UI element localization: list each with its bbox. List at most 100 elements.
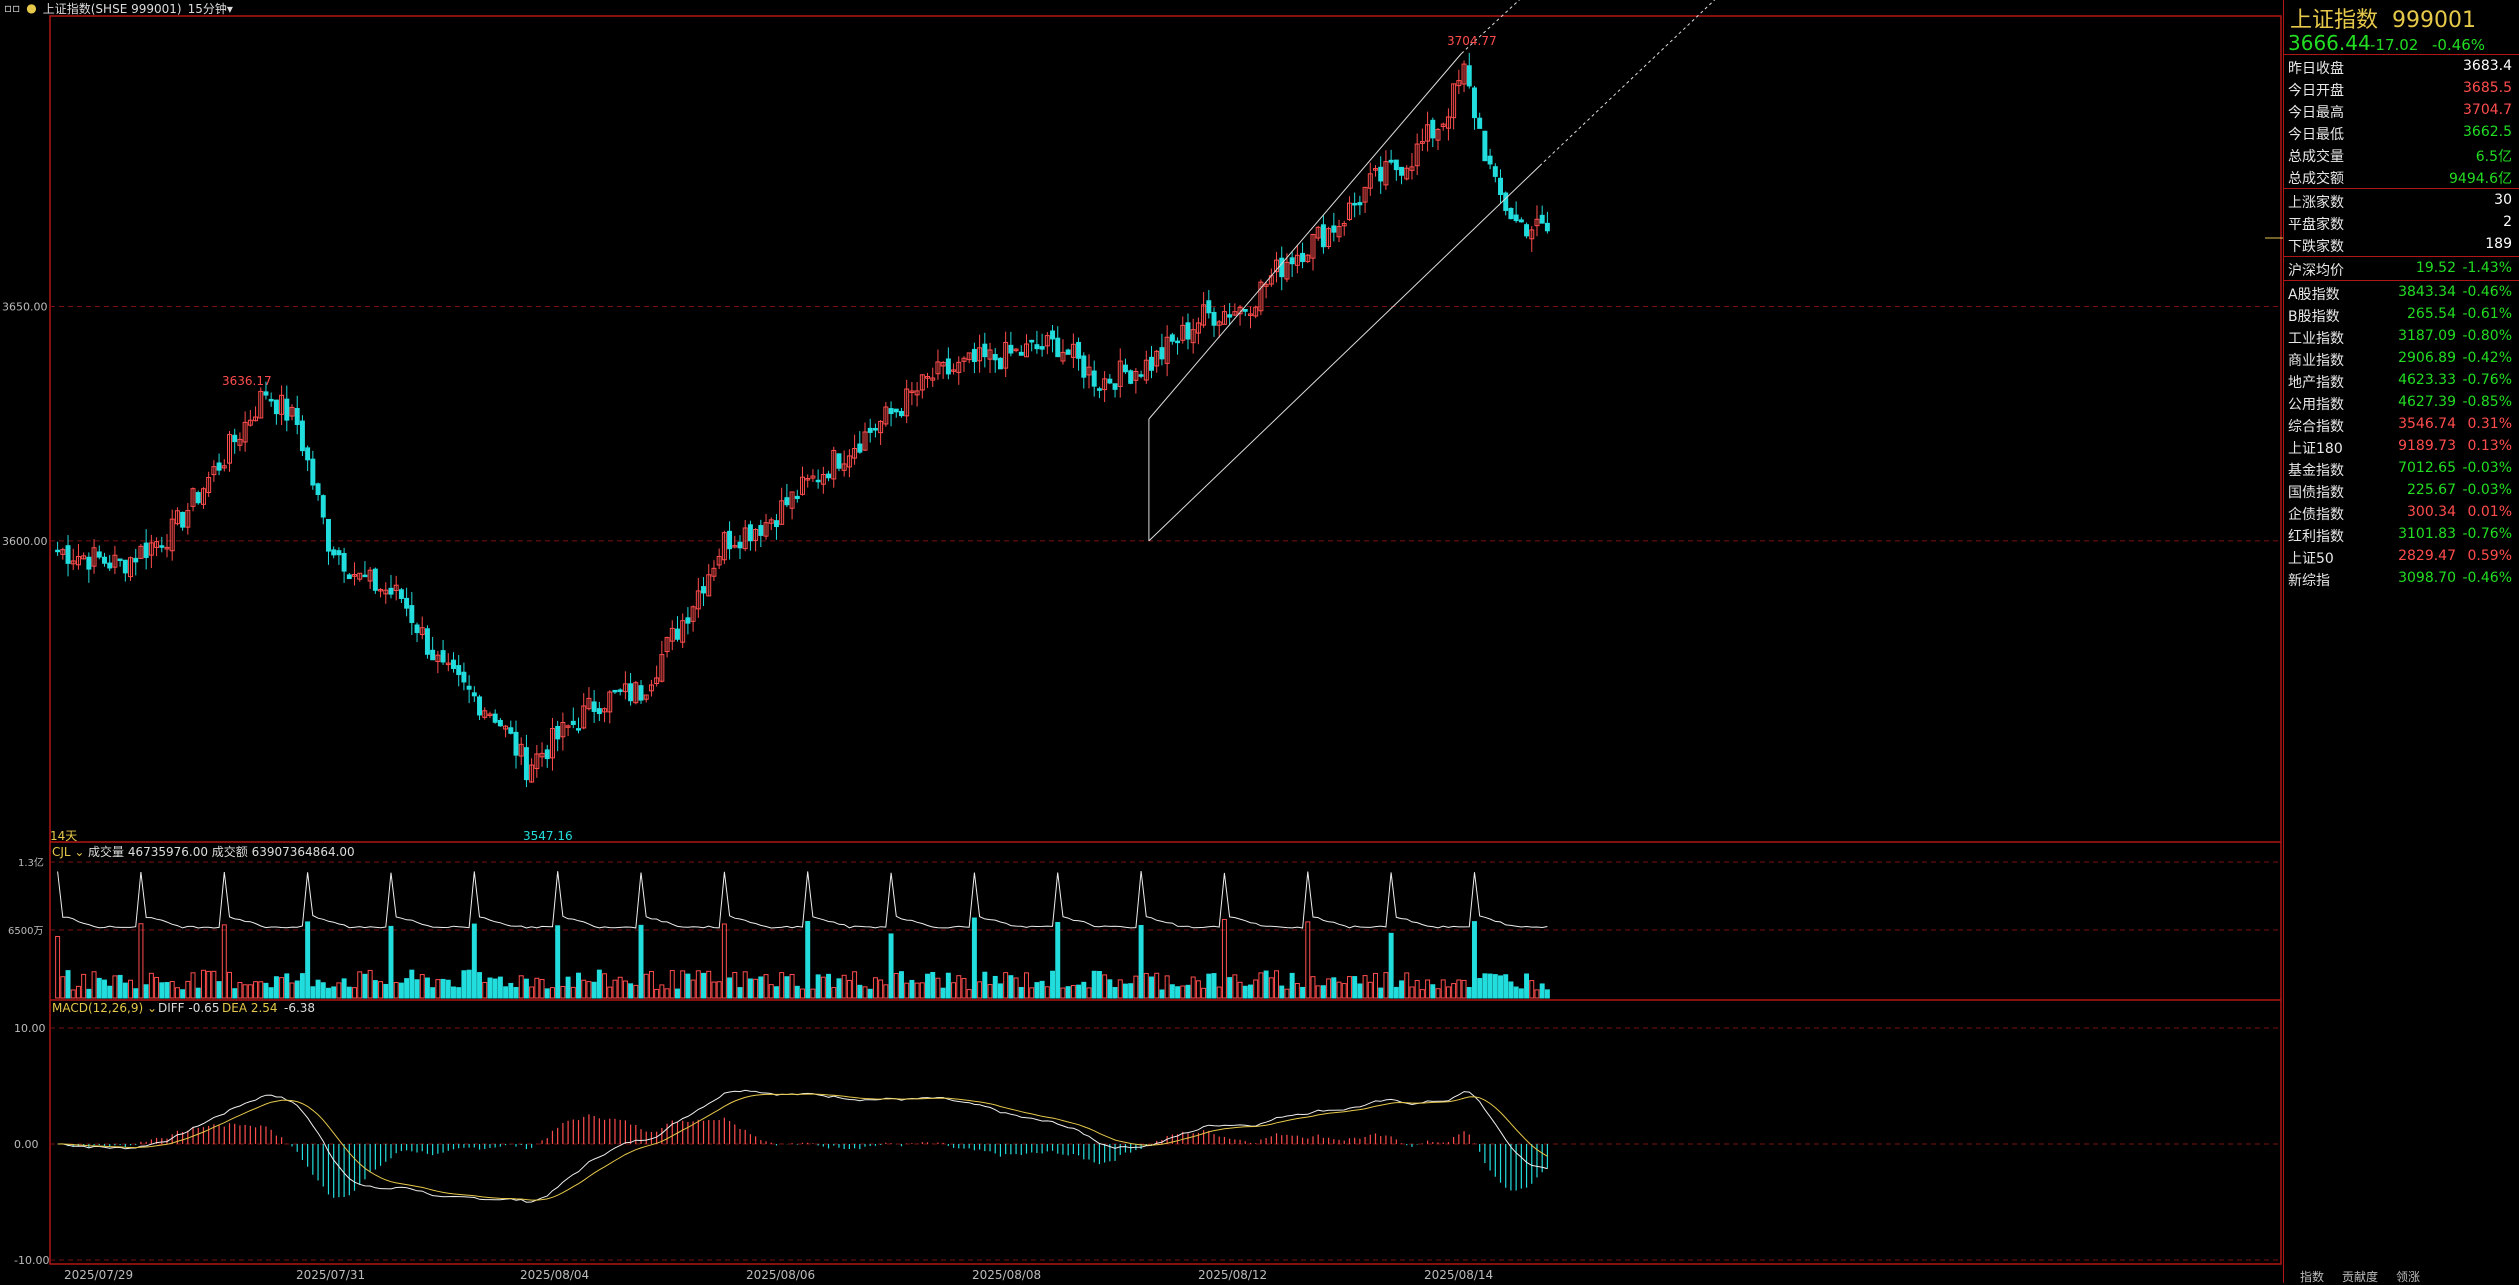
volume-bar <box>1008 975 1014 999</box>
candle-body <box>1539 214 1545 224</box>
candle-body <box>904 388 910 417</box>
volume-bar <box>305 921 311 999</box>
volume-bar <box>701 972 707 999</box>
candle-body <box>1102 378 1108 391</box>
candle-body <box>310 458 316 486</box>
stat-row[interactable]: 总成交量 6.5亿 <box>2288 146 2518 166</box>
row-value: 4627.39 <box>2398 394 2456 410</box>
volume-bar <box>508 982 514 999</box>
volume-bar <box>930 972 936 999</box>
volume-bar <box>1211 973 1217 999</box>
candle-body <box>424 628 430 655</box>
tab-leaders[interactable]: 领涨 <box>2396 1270 2421 1284</box>
candle-body <box>1274 259 1280 273</box>
candle-body <box>180 511 186 528</box>
stat-row[interactable]: 昨日收盘 3683.4 <box>2288 58 2518 78</box>
count-row[interactable]: 上涨家数 30 <box>2288 192 2518 212</box>
candle-body <box>1247 313 1253 316</box>
candle-body <box>596 708 602 715</box>
candle-body <box>768 519 774 524</box>
candle-body <box>1362 186 1368 203</box>
row-label: 基金指数 <box>2288 463 2344 479</box>
volume-bar <box>1440 979 1446 999</box>
volume-bar <box>492 978 498 999</box>
index-row[interactable]: 红利指数 3101.83 -0.76% <box>2288 526 2518 546</box>
volume-bar <box>1195 980 1201 999</box>
tab-contribution[interactable]: 贡献度 <box>2342 1270 2379 1284</box>
candle-body <box>544 749 550 760</box>
volume-bar <box>529 986 535 999</box>
candle-body <box>1414 143 1420 167</box>
index-row[interactable]: 公用指数 4627.39 -0.85% <box>2288 394 2518 414</box>
candle-body <box>1482 130 1488 162</box>
vol-tick-label: 1.3亿 <box>18 856 44 869</box>
tab-index[interactable]: 指数 <box>2300 1270 2325 1284</box>
volume-bar <box>346 986 352 999</box>
volume-bar <box>721 923 727 999</box>
row-label: 工业指数 <box>2288 331 2344 347</box>
window-icons[interactable]: ▫▫ <box>4 1 21 15</box>
x-tick-label: 2025/08/08 <box>972 1268 1041 1282</box>
macd-dea: DEA 2.54 <box>222 1001 278 1015</box>
candle-body <box>1164 336 1170 364</box>
row-value: 225.67 <box>2407 482 2456 498</box>
candle-body <box>482 710 488 718</box>
candle-body <box>706 574 712 597</box>
candle-body <box>1195 322 1201 334</box>
count-row[interactable]: 平盘家数 2 <box>2288 214 2518 234</box>
candle-body <box>445 662 451 666</box>
volume-bar <box>128 979 134 999</box>
index-row[interactable]: 上证180 9189.73 0.13% <box>2288 438 2518 458</box>
volume-bar <box>680 970 686 999</box>
period-selector[interactable]: 15分钟▾ <box>187 1 233 16</box>
row-pct: -0.03% <box>2462 482 2512 498</box>
volume-bar <box>1404 972 1410 999</box>
channel-upper <box>1148 53 1462 420</box>
index-row[interactable]: 上证50 2829.47 0.59% <box>2288 548 2518 568</box>
volume-bar <box>409 969 415 999</box>
volume-bar <box>237 982 243 999</box>
candle-body <box>96 551 102 558</box>
volume-bar <box>1279 985 1285 999</box>
volume-bar <box>1346 976 1352 999</box>
candle-body <box>487 713 493 717</box>
volume-bar <box>419 974 425 999</box>
index-row[interactable]: A股指数 3843.34 -0.46% <box>2288 284 2518 304</box>
candle-body <box>143 542 149 558</box>
index-row[interactable]: 商业指数 2906.89 -0.42% <box>2288 350 2518 370</box>
index-row[interactable]: 基金指数 7012.65 -0.03% <box>2288 460 2518 480</box>
stat-row[interactable]: 总成交额 9494.6亿 <box>2288 168 2518 188</box>
row-label: 今日开盘 <box>2288 83 2344 99</box>
volume-bar <box>878 979 884 999</box>
channel-lower <box>1148 165 1540 542</box>
candle-body <box>565 725 571 728</box>
volume-bar <box>872 977 878 999</box>
row-value: 7012.65 <box>2398 460 2456 476</box>
index-row[interactable]: B股指数 265.54 -0.61% <box>2288 306 2518 326</box>
index-row[interactable]: 新综指 3098.70 -0.46% <box>2288 570 2518 590</box>
volume-bar <box>299 973 305 999</box>
volume-bar <box>1086 987 1092 999</box>
candle-body <box>1122 364 1128 373</box>
stat-row[interactable]: 今日开盘 3685.5 <box>2288 80 2518 100</box>
stat-row[interactable]: 今日最低 3662.5 <box>2288 124 2518 144</box>
candle-body <box>716 556 722 566</box>
volume-bar <box>945 972 951 999</box>
index-row[interactable]: 地产指数 4623.33 -0.76% <box>2288 372 2518 392</box>
count-row[interactable]: 下跌家数 189 <box>2288 236 2518 256</box>
index-row[interactable]: 企债指数 300.34 0.01% <box>2288 504 2518 524</box>
stat-row[interactable]: 今日最高 3704.7 <box>2288 102 2518 122</box>
candle-body <box>91 547 97 567</box>
index-row[interactable]: 国债指数 225.67 -0.03% <box>2288 482 2518 502</box>
volume-bar <box>982 971 988 999</box>
avg-row[interactable]: 沪深均价 19.52 -1.43% <box>2288 260 2518 280</box>
volume-bar <box>633 984 639 999</box>
volume-bar <box>1216 986 1222 999</box>
volume-bar <box>383 983 389 999</box>
kline-chart[interactable]: 2025/07/29 2025/07/31 2025/08/04 2025/08/06… <box>0 0 2283 1283</box>
row-value: 3843.34 <box>2398 284 2456 300</box>
index-row[interactable]: 工业指数 3187.09 -0.80% <box>2288 328 2518 348</box>
candle-body <box>977 347 983 362</box>
index-row[interactable]: 综合指数 3546.74 0.31% <box>2288 416 2518 436</box>
candle-body <box>727 530 733 550</box>
